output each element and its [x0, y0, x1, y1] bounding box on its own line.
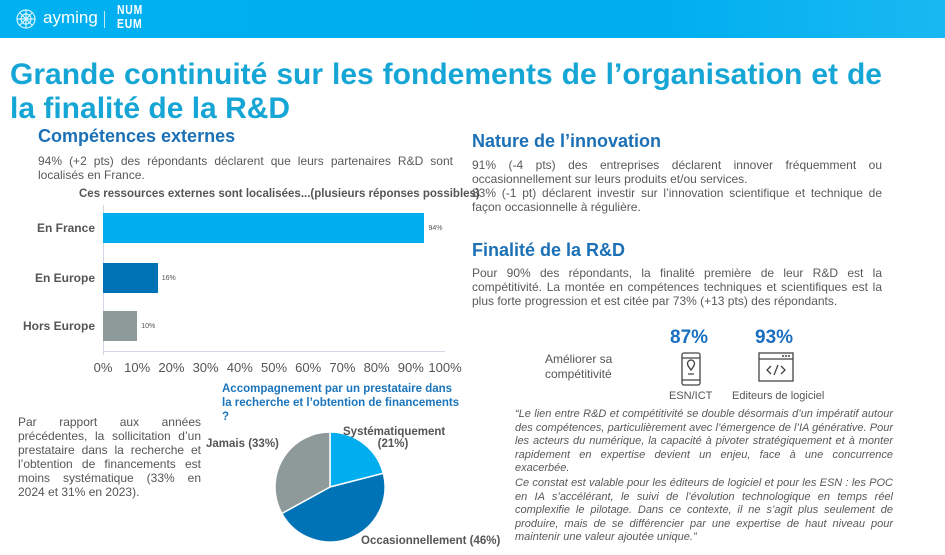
pie-chart: [274, 431, 386, 543]
x-tick-label: 90%: [397, 360, 424, 375]
x-tick-label: 50%: [260, 360, 288, 375]
nature-text-2: 83% (-1 pt) déclarent investir sur l’inn…: [472, 186, 882, 214]
pie-chart-title: Accompagnement par un prestataire dans l…: [222, 383, 460, 423]
bar-category-label: En Europe: [34, 271, 95, 285]
partner-logo: NUM EUM: [117, 2, 144, 31]
competitivite-label: Améliorer sa compétitivité: [545, 352, 613, 381]
bar-value-label: 94%: [428, 225, 443, 232]
x-tick-label: 60%: [295, 360, 322, 375]
x-tick-label: 10%: [124, 360, 151, 375]
left-note: Par rapport aux années précédentes, la s…: [18, 415, 201, 499]
competences-heading: Compétences externes: [38, 126, 236, 146]
finalite-heading: Finalité de la R&D: [472, 240, 626, 260]
pie-slice-systématiquement: [329, 431, 385, 488]
bar-chart-title: Ces ressources externes sont localisées.…: [79, 188, 480, 200]
smartphone-location-icon: [681, 352, 701, 386]
logo-divider: [104, 11, 105, 28]
pie-label-occasionnellement: Occasionnellement (46%): [361, 535, 501, 547]
x-tick-label: 100%: [428, 360, 462, 375]
bar: [103, 311, 138, 341]
bar-value-label: 16%: [161, 275, 176, 282]
x-tick-label: 70%: [329, 360, 356, 375]
bar-category-label: En France: [36, 221, 95, 235]
bar: [103, 213, 425, 243]
pie-slice-jamais: [274, 431, 331, 515]
x-axis-line: [103, 351, 445, 352]
pie-label-text: Systématiquement: [343, 426, 446, 438]
x-tick-label: 40%: [226, 360, 253, 375]
bar-value-label: 10%: [141, 323, 156, 330]
quote-paragraph-1: “Le lien entre R&D et compétitivité se d…: [515, 408, 893, 474]
quote-paragraph-2: Ce constat est valable pour les éditeurs…: [515, 477, 893, 543]
pie-slice-occasionnellement: [280, 472, 386, 543]
x-tick-label: 30%: [192, 360, 219, 375]
nature-text-1: 91% (-4 pts) des entreprises déclarent i…: [472, 158, 882, 186]
editeurs-label: Editeurs de logiciel: [732, 390, 825, 402]
brand-name: ayming: [43, 8, 98, 27]
ayming-logo-icon: [16, 9, 36, 29]
header-bar: [0, 0, 945, 38]
finalite-text: Pour 90% des répondants, la finalité pre…: [472, 266, 882, 308]
code-window-icon: [758, 352, 794, 382]
nature-heading: Nature de l’innovation: [472, 131, 662, 151]
esn-label: ESN/ICT: [669, 390, 713, 402]
editeurs-percent: 93%: [755, 327, 794, 348]
competences-text: 94% (+2 pts) des répondants déclarent qu…: [38, 154, 453, 182]
bar-category-label: Hors Europe: [22, 319, 95, 333]
pie-label-value: (21%): [377, 438, 409, 450]
x-tick-label: 20%: [158, 360, 185, 375]
page-title: Grande continuité sur les fondements de …: [10, 58, 882, 125]
pie-label-jamais: Jamais (33%): [206, 438, 279, 450]
x-tick-label: 0%: [93, 360, 113, 375]
x-tick-label: 80%: [363, 360, 390, 375]
bar: [103, 263, 158, 293]
esn-percent: 87%: [670, 327, 709, 348]
pie-label-systematiquement: Systématiquement (21%): [343, 426, 446, 450]
